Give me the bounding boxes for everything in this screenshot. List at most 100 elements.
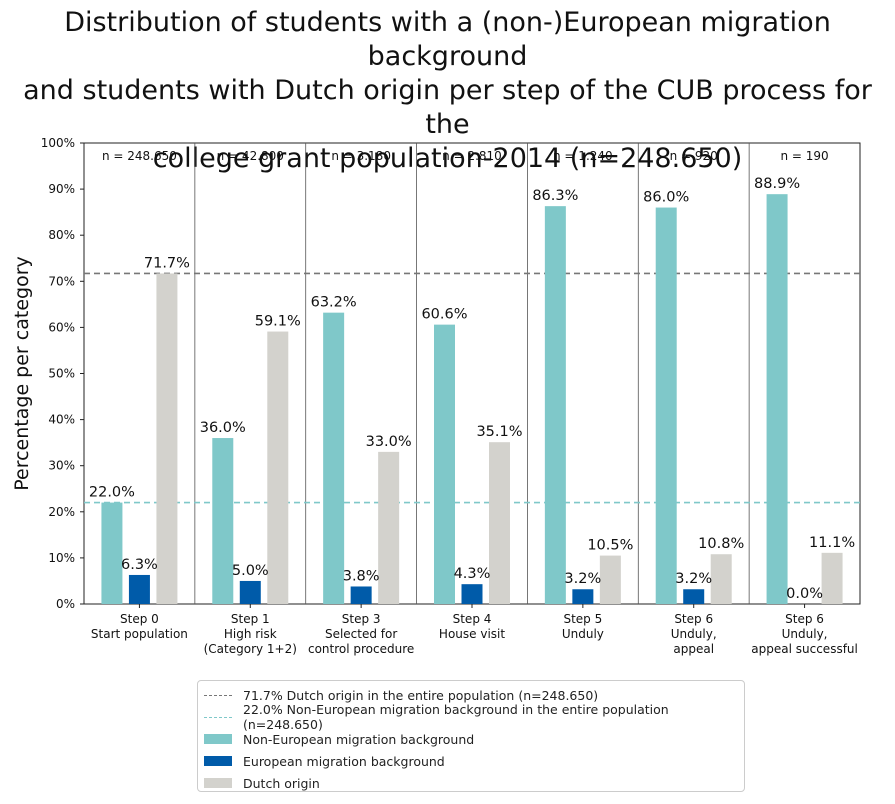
- y-tick-label: 100%: [41, 136, 75, 150]
- x-tick-label-line: control procedure: [308, 642, 414, 656]
- bar-dutch-origin: [710, 554, 732, 604]
- x-tick-label-line: Selected for: [325, 627, 397, 641]
- y-tick-label: 0%: [56, 597, 75, 611]
- bar-dutch-origin: [821, 552, 843, 604]
- legend-swatch: [204, 734, 232, 744]
- data-label: 10.8%: [698, 536, 744, 552]
- bar-non-european-migration-background: [544, 206, 566, 605]
- data-label: 36.0%: [200, 420, 246, 436]
- data-label: 10.5%: [587, 538, 633, 554]
- data-label: 88.9%: [754, 176, 800, 192]
- plot-frame: [83, 142, 861, 605]
- y-tick-label: 10%: [48, 551, 75, 565]
- bar-non-european-migration-background: [101, 502, 123, 604]
- legend-item-series: Non-European migration background: [198, 728, 744, 750]
- legend-item-series: European migration background: [198, 750, 744, 772]
- y-axis-label: Percentage per category: [11, 256, 33, 491]
- data-label: 4.3%: [454, 566, 491, 582]
- x-tick-label-line: Start population: [91, 627, 188, 641]
- bar-european-migration-background: [572, 589, 594, 604]
- legend-item-reference-line: 22.0% Non-European migration background …: [198, 702, 744, 732]
- x-tick-label-line: High risk: [224, 627, 277, 641]
- bar-non-european-migration-background: [766, 194, 788, 604]
- n-label: n = 190: [780, 149, 828, 163]
- n-label: n = 248.650: [102, 149, 177, 163]
- legend-item-series: Dutch origin: [198, 772, 744, 794]
- bar-non-european-migration-background: [212, 438, 234, 604]
- bar-european-migration-background: [239, 580, 261, 604]
- data-labels: n = 248.650 n = 42.800 n = 3.180 n = 2.810 n…: [89, 149, 855, 602]
- y-tick-label: 70%: [48, 274, 75, 288]
- n-label: n = 1.240: [553, 149, 613, 163]
- n-label: n = 920: [670, 149, 718, 163]
- chart-title: Distribution of students with a (non-)Eu…: [23, 7, 872, 174]
- x-tick-label-line: Unduly,: [782, 627, 828, 641]
- n-label: n = 42.800: [217, 149, 284, 163]
- x-tick-label-line: Unduly,: [671, 627, 717, 641]
- x-tick-label-line: Unduly: [562, 627, 604, 641]
- y-tick-label: 40%: [48, 413, 75, 427]
- data-label: 63.2%: [311, 295, 357, 311]
- legend-swatch: [204, 756, 232, 766]
- bar-european-migration-background: [461, 584, 483, 604]
- legend-label: 22.0% Non-European migration background …: [243, 702, 669, 732]
- x-tick-label: Step 0 Start population: [91, 612, 188, 641]
- x-tick-label: Step 6 Unduly, appeal: [671, 612, 717, 656]
- x-tick-label-line: appeal successful: [751, 642, 858, 656]
- x-tick-label-line: Step 1: [231, 612, 270, 626]
- bar-european-migration-background: [128, 574, 150, 604]
- x-tick-label-line: Step 6: [674, 612, 713, 626]
- y-tick-label: 20%: [48, 505, 75, 519]
- y-tick-label: 60%: [48, 320, 75, 334]
- x-tick-label: Step 6 Unduly, appeal successful: [751, 612, 858, 656]
- axes: 0% 10% 20% 30% 40% 50% 60% 70% 80% 90% 100% Percent…: [11, 136, 861, 656]
- legend-swatch: [204, 694, 232, 696]
- y-tick-label: 80%: [48, 228, 75, 242]
- n-label: n = 3.180: [331, 149, 391, 163]
- legend-label: European migration background: [243, 753, 445, 769]
- y-tick-label: 90%: [48, 182, 75, 196]
- legend-label: 71.7% Dutch origin in the entire populat…: [243, 687, 599, 703]
- bar-european-migration-background: [350, 586, 372, 604]
- data-label: 5.0%: [232, 563, 269, 579]
- data-label: 6.3%: [121, 557, 158, 573]
- bar-dutch-origin: [156, 273, 178, 604]
- legend-label: Non-European migration background: [243, 731, 475, 747]
- data-label: 59.1%: [255, 314, 301, 330]
- x-tick-label-line: House visit: [439, 627, 505, 641]
- legend-swatch: [204, 716, 232, 718]
- legend-label: Dutch origin: [243, 775, 320, 791]
- x-tick-label: Step 5 Unduly: [562, 612, 604, 641]
- data-label: 60.6%: [421, 307, 467, 323]
- bar-dutch-origin: [378, 451, 400, 604]
- data-label: 22.0%: [89, 485, 135, 501]
- bars: [101, 194, 843, 605]
- data-label: 3.8%: [343, 568, 380, 584]
- x-tick-label: Step 4 House visit: [439, 612, 505, 641]
- x-tick-label: Step 1 High risk (Category 1+2): [204, 612, 297, 656]
- x-tick-label-line: Step 4: [453, 612, 492, 626]
- data-label: 86.3%: [532, 188, 578, 204]
- bar-dutch-origin: [599, 555, 621, 604]
- bar-non-european-migration-background: [323, 312, 345, 604]
- y-tick-label: 30%: [48, 459, 75, 473]
- x-tick-label-line: Step 3: [342, 612, 381, 626]
- data-label: 0.0%: [786, 586, 823, 602]
- x-tick-label-line: Step 0: [120, 612, 159, 626]
- x-tick-label-line: (Category 1+2): [204, 642, 297, 656]
- data-label: 11.1%: [809, 535, 855, 551]
- bar-dutch-origin: [489, 442, 510, 604]
- legend-item-reference-line: 71.7% Dutch origin in the entire populat…: [198, 684, 744, 706]
- data-label: 35.1%: [476, 424, 522, 440]
- legend-swatch: [204, 778, 232, 788]
- x-tick-label-line: appeal: [673, 642, 714, 656]
- data-label: 71.7%: [144, 255, 190, 271]
- x-tick-label-line: Step 5: [563, 612, 602, 626]
- n-label: n = 2.810: [442, 149, 502, 163]
- bar-non-european-migration-background: [655, 207, 677, 605]
- data-label: 33.0%: [366, 434, 412, 450]
- bar-non-european-migration-background: [434, 324, 455, 604]
- bar-dutch-origin: [267, 331, 289, 604]
- x-tick-label: Step 3 Selected for control procedure: [308, 612, 414, 656]
